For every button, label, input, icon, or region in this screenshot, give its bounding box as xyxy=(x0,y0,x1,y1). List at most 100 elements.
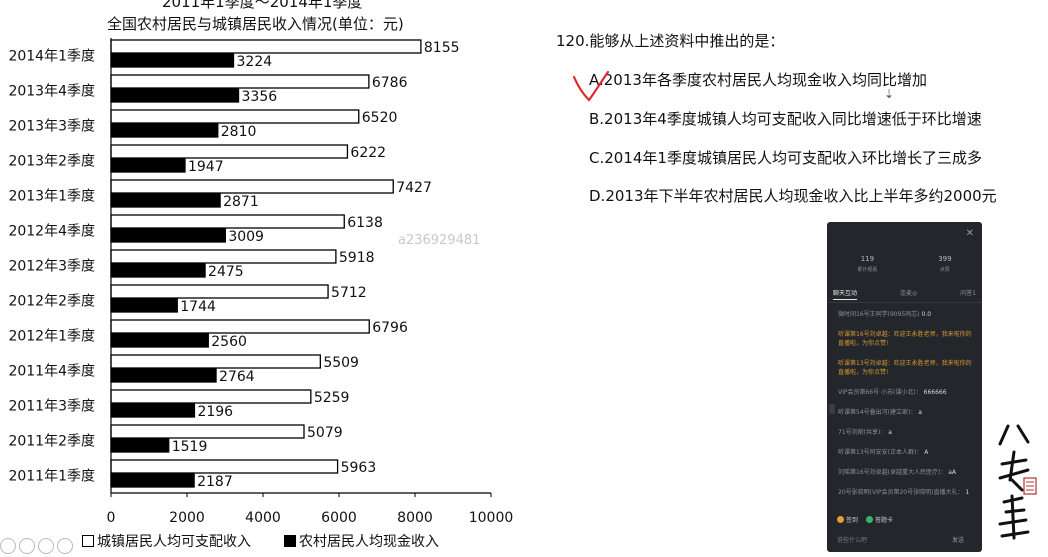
option-b: B.2013年4季度城镇人均可支配收入同比增速低于环比增速 xyxy=(589,110,982,128)
category-label: 2012年1季度 xyxy=(8,329,95,345)
toolbar-icon-2[interactable] xyxy=(19,538,35,554)
chat-message-sender: 微时间16号王同学(9095同芯) xyxy=(838,311,920,318)
data-label: 1744 xyxy=(180,299,216,315)
bar-urban xyxy=(110,249,337,264)
tab-mic[interactable]: 连麦◎ xyxy=(899,290,918,297)
x-tick-label: 2000 xyxy=(169,510,205,526)
panel-divider xyxy=(827,302,982,303)
category-label: 2013年3季度 xyxy=(8,119,95,135)
panel-tabs: 聊天互动 连麦◎ 问答1 xyxy=(833,288,976,300)
chat-message-sender: 71号刘刚(共享)： xyxy=(838,429,887,436)
close-icon[interactable]: ✕ xyxy=(965,228,974,239)
chat-message-sender: 刘瑶第16号刘卓越(卓越重大人民医疗)： xyxy=(838,469,947,476)
legend-label-urban: 城镇居民人均可支配收入 xyxy=(97,534,251,550)
data-label: 2187 xyxy=(197,474,233,490)
bar-urban xyxy=(110,389,312,404)
bar-rural xyxy=(110,228,226,243)
chat-message-sender: 听课第13号刘卓越：欢迎王永胜老师，我来啦你的直播啦，为你点赞! xyxy=(838,360,972,376)
data-label: 5079 xyxy=(307,425,343,441)
data-label: 1947 xyxy=(188,159,224,175)
chat-message-text: aA xyxy=(948,469,957,476)
checkin-button[interactable]: 签到 xyxy=(837,515,858,524)
x-tick-label: 10000 xyxy=(469,510,514,526)
option-c: C.2014年1季度城镇居民人均可支配收入环比增长了三成多 xyxy=(589,149,982,167)
category-label: 2013年1季度 xyxy=(8,189,95,205)
answer-card-button[interactable]: 答题卡 xyxy=(866,515,893,524)
data-label: 1519 xyxy=(172,439,208,455)
data-label: 5509 xyxy=(323,355,359,371)
legend-swatch-rural xyxy=(284,535,296,547)
data-label: 8155 xyxy=(424,40,460,56)
chart-title-top: 2011年1季度～2014年1季度 xyxy=(162,0,363,11)
legend-swatch-urban xyxy=(82,535,94,547)
chat-message-sender: 听课第13号阿安安(正本人群)： xyxy=(838,449,923,456)
chat-message-text: 1 xyxy=(965,489,970,496)
bar-urban xyxy=(110,39,422,54)
data-label: 6786 xyxy=(372,75,408,91)
collapse-arrow-icon[interactable] xyxy=(829,404,835,414)
data-label: 2196 xyxy=(197,404,233,420)
toolbar-icon-4[interactable] xyxy=(57,538,73,554)
data-label: 2560 xyxy=(211,334,247,350)
toolbar-icon-1[interactable] xyxy=(0,538,16,554)
chat-message: 71号刘刚(共享)： a xyxy=(838,428,976,437)
bar-rural xyxy=(110,88,240,103)
data-label: 6222 xyxy=(350,145,386,161)
chat-message-text: a xyxy=(918,409,922,416)
bar-rural xyxy=(110,298,178,313)
legend-label-rural: 农村居民人均现金收入 xyxy=(299,534,439,550)
chat-message-text: 666666 xyxy=(923,389,947,396)
chat-message: VIP会员第66号 小苏(课小北)： 666666 xyxy=(838,388,976,397)
brand-logo xyxy=(998,424,1037,540)
category-label: 2011年1季度 xyxy=(8,469,95,485)
x-tick-label: 6000 xyxy=(321,510,357,526)
answer-card-label: 答题卡 xyxy=(875,517,894,524)
chat-message-sender: VIP会员第66号 小苏(课小北)： xyxy=(838,389,922,396)
question-title: 120.能够从上述资料中推出的是： xyxy=(556,32,785,50)
option-a: A.2013年各季度农村居民人均现金收入均同比增加 xyxy=(589,71,927,89)
bar-urban xyxy=(110,319,370,334)
option-d: D.2013年下半年农村居民人均现金收入比上半年多约2000元 xyxy=(589,187,997,205)
legend-item-urban: 城镇居民人均可支配收入 xyxy=(82,531,251,551)
checkin-icon xyxy=(837,516,844,523)
chat-input[interactable]: 说些什么吧 xyxy=(837,537,868,544)
data-label: 7427 xyxy=(396,180,432,196)
bar-rural xyxy=(110,473,195,488)
chart-title: 全国农村居民与城镇居民收入情况(单位：元) xyxy=(107,15,404,33)
category-label: 2012年2季度 xyxy=(8,294,95,310)
chat-message: 微时间16号王同学(9095同芯) 0.0 xyxy=(838,310,976,319)
slide-toolbar xyxy=(0,538,73,554)
chat-message: 听课第13号阿安安(正本人群)： A xyxy=(838,448,976,457)
data-label: 6138 xyxy=(347,215,383,231)
bar-rural xyxy=(110,403,196,418)
send-button[interactable]: 发送 xyxy=(951,537,964,544)
stat-views-num: 119 xyxy=(860,255,875,263)
bar-urban xyxy=(110,179,394,194)
bar-rural xyxy=(110,368,217,383)
chat-message-sender: 听课第16号刘卓越：欢迎王永胜老师，我来啦你的直播啦，为你点赞! xyxy=(838,331,972,347)
data-label: 6796 xyxy=(372,320,408,336)
bar-rural xyxy=(110,333,209,348)
bar-urban xyxy=(110,109,360,124)
checkin-label: 签到 xyxy=(846,517,859,524)
tab-qa[interactable]: 问答1 xyxy=(960,290,976,297)
toolbar-icon-3[interactable] xyxy=(38,538,54,554)
bar-urban xyxy=(110,354,321,369)
chat-message-text: A xyxy=(924,449,929,456)
live-stats: 119 累计观看 399 点赞 xyxy=(827,255,982,273)
legend-item-rural: 农村居民人均现金收入 xyxy=(284,531,439,551)
panel-actions: 签到 答题卡 xyxy=(837,515,893,524)
category-label: 2011年3季度 xyxy=(8,399,95,415)
bar-rural xyxy=(110,158,186,173)
data-label: 2871 xyxy=(223,194,259,210)
data-label: 2764 xyxy=(219,369,255,385)
bar-urban xyxy=(110,284,329,299)
stat-likes-label: 点赞 xyxy=(939,267,950,273)
data-label: 3009 xyxy=(228,229,264,245)
data-label: 2810 xyxy=(221,124,257,140)
bar-chart: 2014年1季度 8155 3224 2013年4季度 6786 3356 2013年3季度… xyxy=(8,38,514,526)
tab-chat[interactable]: 聊天互动 xyxy=(833,288,858,300)
mouse-cursor-icon: ⇣ xyxy=(884,87,895,101)
live-chat-panel: ✕ 119 累计观看 399 点赞 聊天互动 连麦◎ 问答1 微时间16号王同学… xyxy=(827,222,982,552)
data-label: 6520 xyxy=(362,110,398,126)
